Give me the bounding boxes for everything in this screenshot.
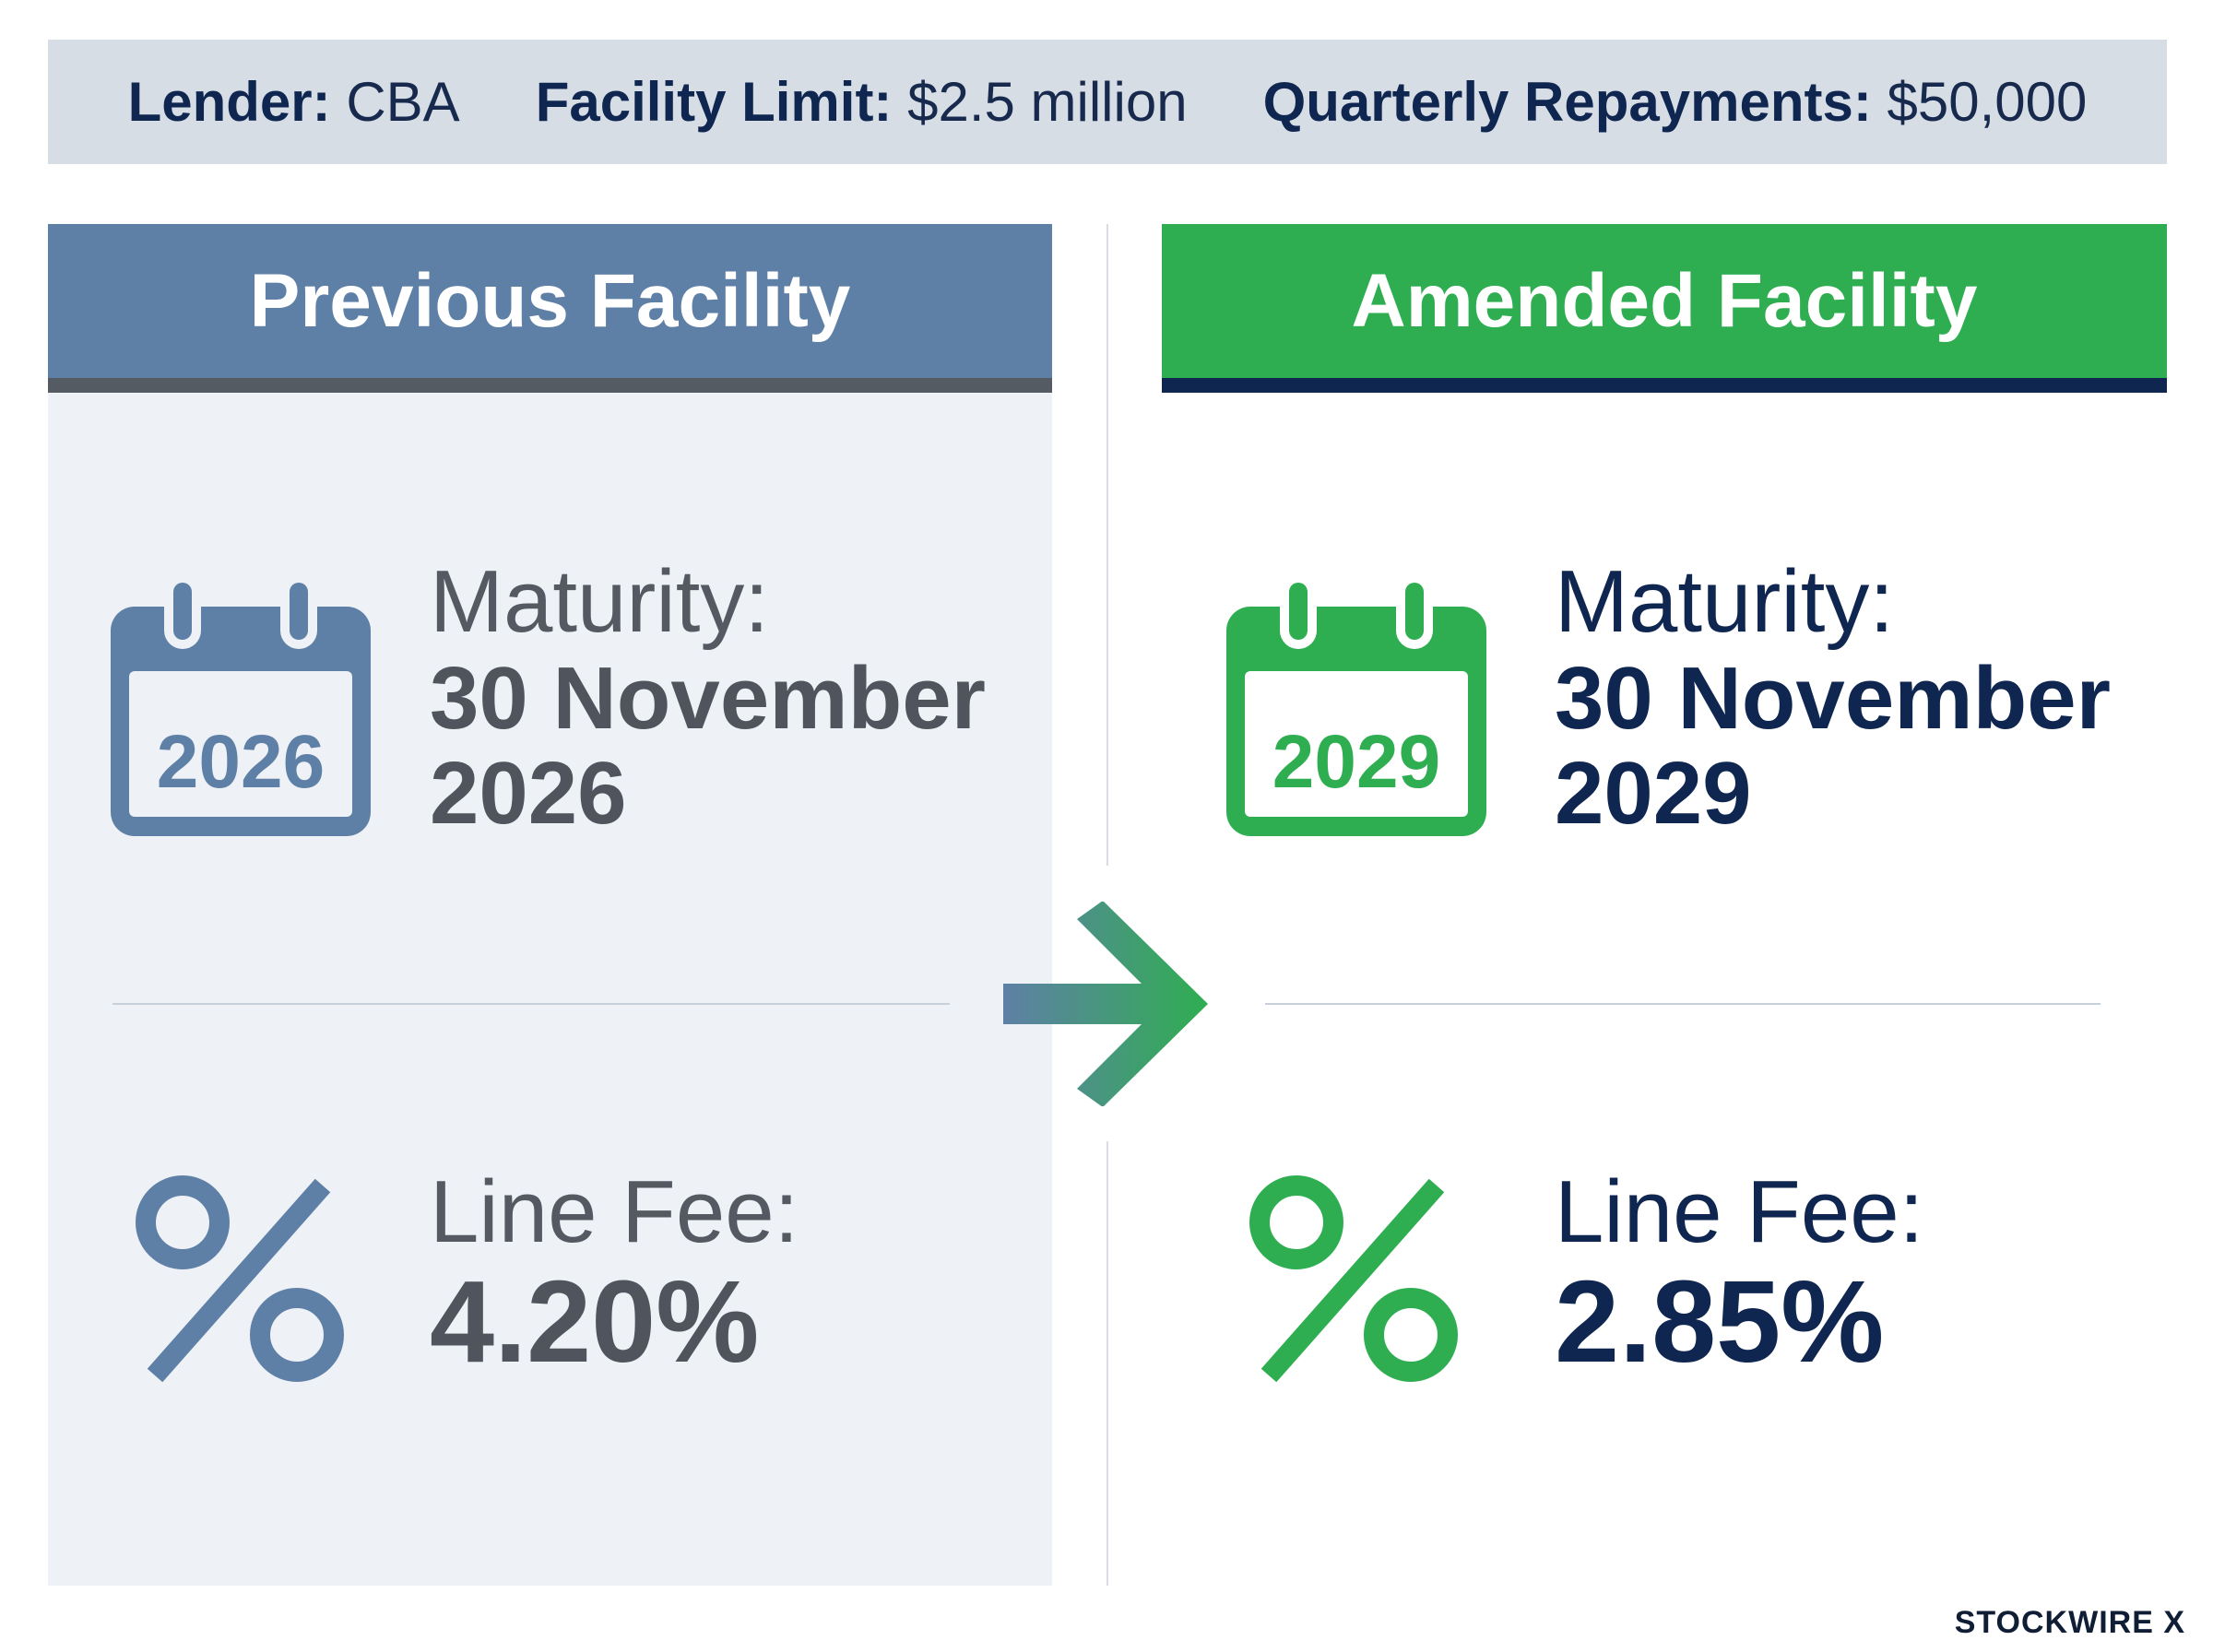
facility-summary-bar: Lender: CBA Facility Limit: $2.5 million… [48,40,2167,164]
maturity-label: Maturity: [1555,552,1895,651]
lender-value: CBA [346,71,460,133]
stockwire-logo: STOCKWIRE X [1954,1605,2185,1640]
maturity-date-line2: 2026 [430,744,627,844]
lender-summary: Lender: CBA [128,70,460,134]
amended-facility-header: Amended Facility [1162,224,2167,393]
line-fee-label: Line Fee: [430,1162,799,1261]
previous-facility-header: Previous Facility [48,224,1052,393]
amended-line-fee: Line Fee: 2.85% [1555,1163,1923,1383]
previous-maturity: Maturity: 30 November 2026 [430,553,986,842]
calendar-year-amended: 2029 [1272,720,1441,804]
quarterly-repayments-summary: Quarterly Repayments: $50,000 [1263,70,2088,134]
previous-line-fee: Line Fee: 4.20% [430,1163,799,1383]
percent-icon [129,1171,350,1392]
calendar-icon: 2026 [111,573,371,836]
center-divider-top [1106,224,1108,866]
calendar-year-previous: 2026 [156,720,325,804]
maturity-date-line1: 30 November [430,648,986,748]
line-fee-value: 2.85% [1555,1256,1885,1386]
previous-facility-panel [48,224,1052,1586]
facility-limit-label: Facility Limit: [535,71,893,133]
facility-limit-value: $2.5 million [907,71,1188,133]
amended-maturity: Maturity: 30 November 2029 [1555,553,2111,842]
quarterly-repayments-label: Quarterly Repayments: [1262,71,1872,133]
calendar-icon: 2029 [1226,573,1486,836]
line-fee-value: 4.20% [430,1256,760,1386]
previous-row-divider [112,1003,950,1005]
maturity-label: Maturity: [430,552,770,651]
line-fee-label: Line Fee: [1555,1162,1924,1261]
percent-icon [1243,1171,1464,1392]
lender-label: Lender: [127,71,331,133]
maturity-date-line2: 2029 [1555,744,1752,844]
arrow-right-icon [1003,901,1212,1107]
amended-row-divider [1265,1003,2101,1005]
quarterly-repayments-value: $50,000 [1887,71,2088,133]
maturity-date-line1: 30 November [1555,648,2111,748]
center-divider-bottom [1106,1141,1108,1586]
facility-limit-summary: Facility Limit: $2.5 million [536,70,1188,134]
